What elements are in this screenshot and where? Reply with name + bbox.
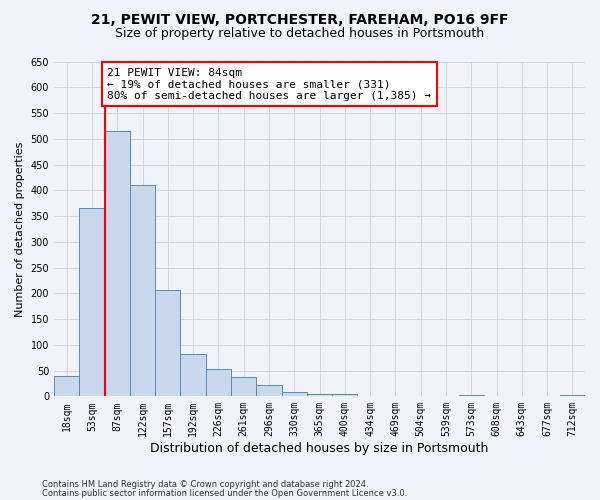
Bar: [130, 185, 155, 396]
Bar: [231, 378, 256, 396]
Bar: [281, 392, 307, 396]
Bar: [206, 369, 231, 396]
Text: 21, PEWIT VIEW, PORTCHESTER, FAREHAM, PO16 9FF: 21, PEWIT VIEW, PORTCHESTER, FAREHAM, PO…: [91, 12, 509, 26]
Bar: [307, 394, 332, 396]
Text: Contains public sector information licensed under the Open Government Licence v3: Contains public sector information licen…: [42, 488, 407, 498]
Bar: [181, 354, 206, 397]
Bar: [54, 376, 79, 396]
Bar: [256, 385, 281, 396]
Y-axis label: Number of detached properties: Number of detached properties: [15, 141, 25, 316]
Bar: [104, 131, 130, 396]
X-axis label: Distribution of detached houses by size in Portsmouth: Distribution of detached houses by size …: [151, 442, 489, 455]
Text: 21 PEWIT VIEW: 84sqm
← 19% of detached houses are smaller (331)
80% of semi-deta: 21 PEWIT VIEW: 84sqm ← 19% of detached h…: [107, 68, 431, 101]
Bar: [155, 290, 181, 397]
Text: Contains HM Land Registry data © Crown copyright and database right 2024.: Contains HM Land Registry data © Crown c…: [42, 480, 368, 489]
Bar: [79, 208, 104, 396]
Bar: [332, 394, 358, 396]
Text: Size of property relative to detached houses in Portsmouth: Size of property relative to detached ho…: [115, 28, 485, 40]
